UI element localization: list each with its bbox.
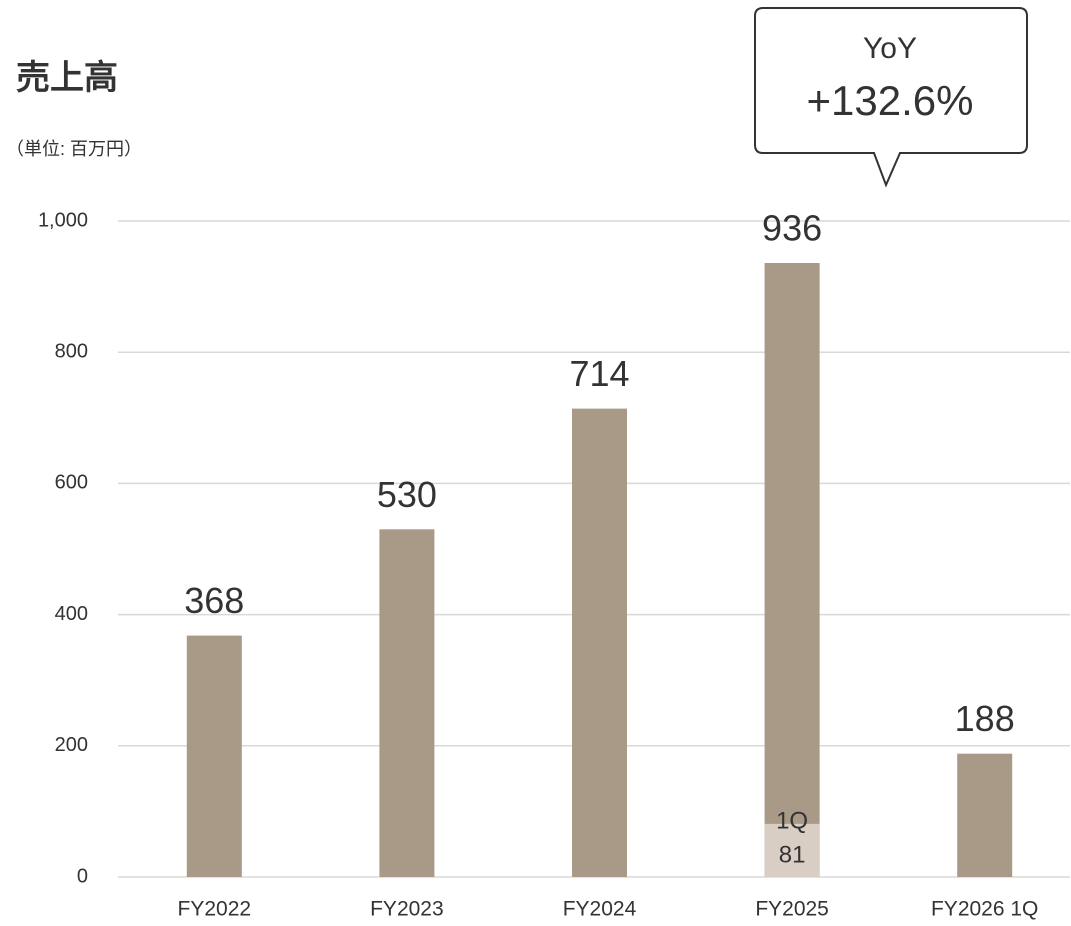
y-tick-label: 600: [55, 472, 88, 494]
bar: [186, 635, 242, 877]
bar: [764, 262, 820, 877]
segment-name: 1Q: [776, 807, 808, 834]
bar: [764, 823, 820, 877]
x-tick-label: FY2025: [755, 898, 829, 921]
y-tick-label: 800: [55, 340, 88, 362]
unit-subtitle: （単位: 百万円）: [6, 139, 142, 159]
value-label: 936: [762, 207, 822, 248]
x-tick-label: FY2026 1Q: [931, 898, 1038, 921]
chart-title: 売上高: [16, 59, 118, 97]
value-label: 188: [955, 698, 1015, 739]
segment-value: 81: [779, 841, 806, 868]
bar: [572, 408, 627, 877]
callout-label: YoY: [863, 32, 917, 65]
y-tick-label: 0: [77, 865, 88, 887]
callout-box: [754, 7, 1028, 188]
value-label: 714: [569, 353, 629, 394]
y-tick-label: 200: [55, 734, 88, 756]
callout-value: +132.6%: [807, 77, 974, 124]
bar: [379, 529, 435, 877]
y-tick-label: 1,000: [38, 209, 88, 231]
x-tick-label: FY2024: [563, 898, 637, 921]
bar: [957, 753, 1013, 877]
x-tick-label: FY2022: [178, 898, 252, 921]
y-tick-label: 400: [55, 603, 88, 625]
value-label: 530: [377, 474, 437, 515]
x-tick-label: FY2023: [370, 898, 444, 921]
value-label: 368: [184, 580, 244, 621]
